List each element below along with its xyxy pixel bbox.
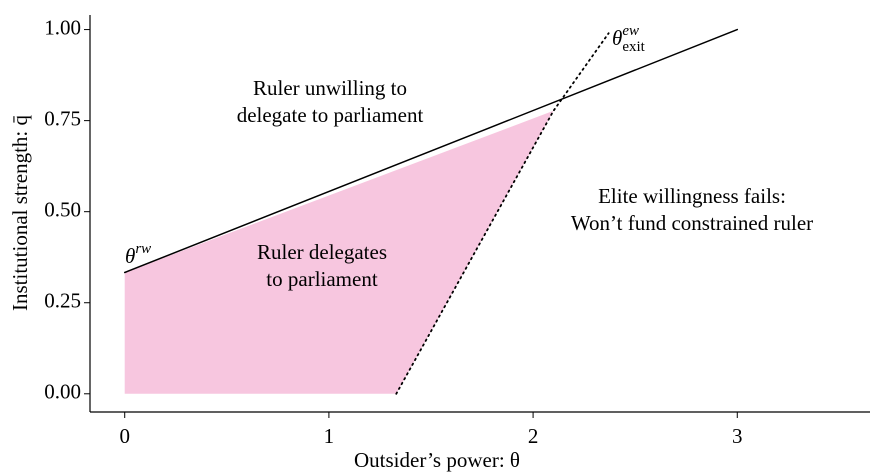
x-tick-label: 2 — [528, 424, 539, 448]
line — [123, 28, 739, 274]
y-axis-label: Institutional strength: q̄ — [8, 115, 32, 311]
annotation: Won’t fund constrained ruler — [571, 211, 813, 235]
annotation: Elite willingness fails: — [598, 184, 786, 208]
x-axis-label: Outsider’s power: θ — [354, 448, 520, 472]
line — [395, 32, 610, 395]
x-tick-label: 0 — [119, 424, 130, 448]
x-tick-label: 3 — [732, 424, 743, 448]
annotation: Ruler delegates — [257, 240, 387, 264]
curve-label: θew exit — [612, 23, 646, 55]
y-tick-label: 0.00 — [44, 380, 81, 404]
y-tick-label: 0.50 — [44, 197, 81, 221]
curve-label: θrw — [125, 241, 151, 267]
curve-label-sup: rw — [135, 241, 151, 257]
annotation: to parliament — [266, 267, 378, 291]
annotation: Ruler unwilling to — [253, 76, 407, 100]
curve-label-sub: exit — [622, 39, 645, 55]
annotation: delegate to parliament — [237, 103, 424, 127]
shaded-region — [124, 110, 554, 394]
curve-label-sup: ew — [622, 23, 639, 39]
curve-label-base: θ — [612, 26, 622, 50]
y-tick-label: 1.00 — [44, 15, 81, 39]
curve-label-base: θ — [125, 244, 135, 268]
y-tick-label: 0.25 — [44, 289, 81, 313]
x-tick-label: 1 — [324, 424, 335, 448]
y-tick-label: 0.75 — [44, 106, 81, 130]
